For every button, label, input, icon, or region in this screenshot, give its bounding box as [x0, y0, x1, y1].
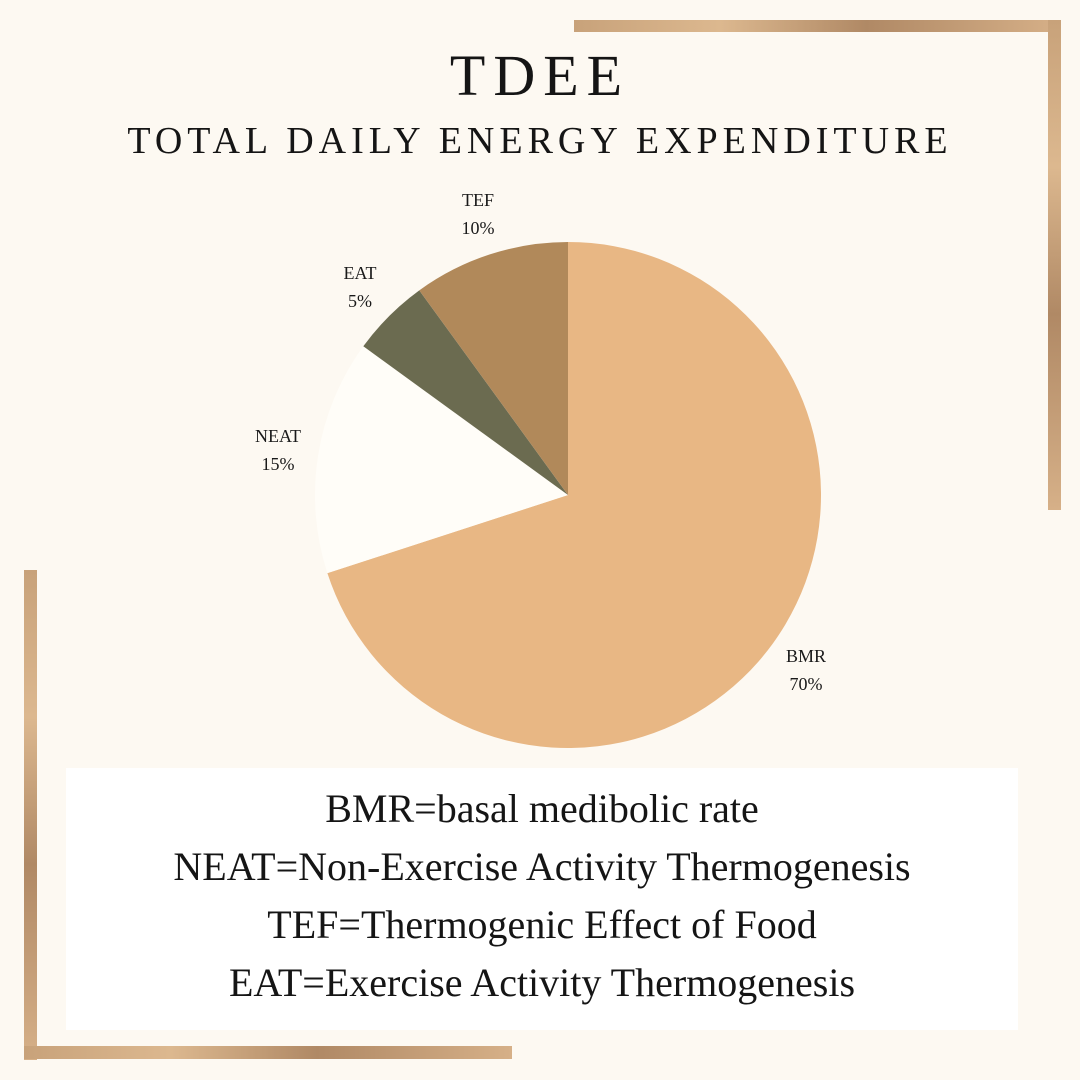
legend-line-eat: EAT=Exercise Activity Thermogenesis: [228, 960, 856, 1005]
slice-label-tef: TEF: [462, 190, 494, 210]
pie-chart: BMR 70% NEAT 15% EAT 5% TEF 10%: [255, 190, 826, 748]
slice-value-eat: 5%: [348, 291, 372, 311]
pie-slice-neat: [314, 346, 568, 574]
legend-line-tef: TEF=Thermogenic Effect of Food: [267, 902, 817, 947]
slice-value-tef: 10%: [462, 218, 495, 238]
legend-line-bmr: BMR=basal medibolic rate: [325, 786, 759, 831]
frame-corner-top-right-horizontal: [574, 20, 1061, 32]
slice-value-neat: 15%: [262, 454, 295, 474]
legend-line-neat: NEAT=Non-Exercise Activity Thermogenesis: [173, 844, 911, 889]
pie-slice-eat: [363, 290, 568, 495]
slice-value-bmr: 70%: [790, 674, 823, 694]
frame-corner-bottom-left-vertical: [24, 570, 37, 1060]
pie-slice-bmr: [327, 242, 821, 748]
slice-label-bmr: BMR: [786, 646, 826, 666]
pie-slice-tef: [419, 242, 568, 495]
legend-box: BMR=basal medibolic rate NEAT=Non-Exerci…: [66, 768, 1018, 1030]
slice-label-eat: EAT: [344, 263, 377, 283]
frame-corner-top-right-vertical: [1048, 20, 1061, 510]
chart-subtitle: TOTAL DAILY ENERGY EXPENDITURE: [127, 120, 953, 162]
chart-title: TDEE: [449, 43, 631, 108]
frame-corner-bottom-left-horizontal: [24, 1046, 512, 1059]
slice-label-neat: NEAT: [255, 426, 301, 446]
